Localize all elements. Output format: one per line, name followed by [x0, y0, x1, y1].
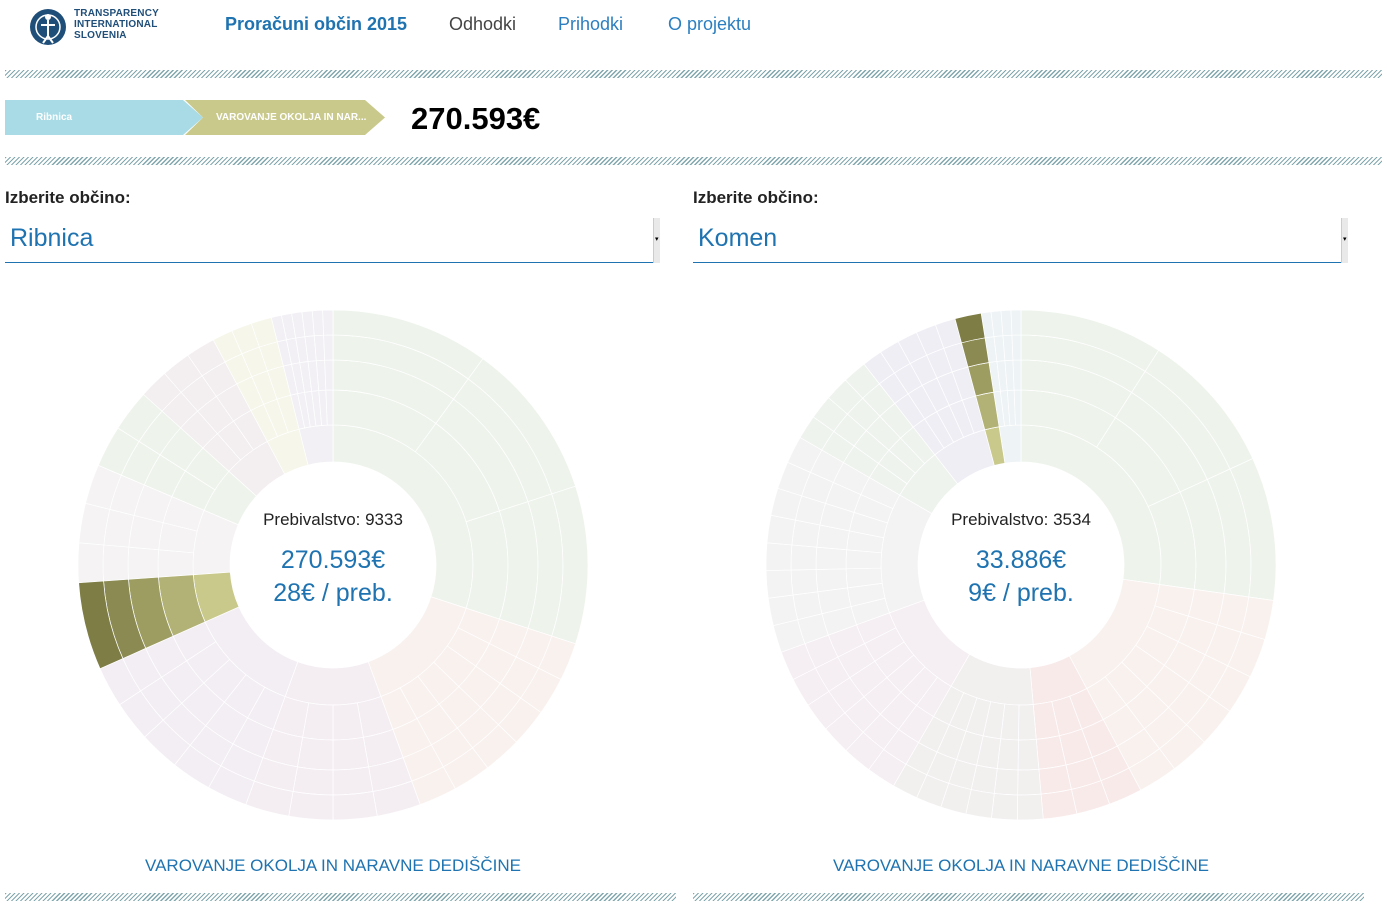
sunburst-segment-selected[interactable] [954, 312, 986, 344]
sunburst-segment[interactable] [127, 546, 160, 580]
nav-brand[interactable]: Proračuni občin 2015 [225, 14, 408, 34]
transparency-globe-icon [30, 9, 66, 45]
per-capita-right: 9€ / preb. [968, 579, 1074, 607]
sunburst-segment[interactable] [1017, 738, 1040, 771]
select-label-right: Izberite občino: [693, 188, 819, 207]
breadcrumb-total: 270.593€ [411, 101, 541, 136]
breadcrumb-item-municipality[interactable]: Ribnica [5, 100, 203, 135]
sunburst-segment[interactable] [157, 549, 194, 578]
amount-left: 270.593€ [280, 546, 386, 574]
sunburst-segment[interactable] [790, 544, 818, 571]
sunburst-segment[interactable] [102, 544, 130, 582]
population-right: Prebivalstvo: 3534 [951, 510, 1091, 529]
per-capita-left: 28€ / preb. [273, 579, 393, 607]
select-label-left: Izberite občino: [5, 188, 131, 207]
select-value-right: Komen [698, 224, 778, 252]
sunburst-segment[interactable] [1018, 704, 1037, 741]
breadcrumb-item-category[interactable]: VAROVANJE OKOLJA IN NAR... [185, 100, 385, 135]
dropdown-arrow-icon[interactable]: ▾ [653, 218, 660, 263]
category-label-right: VAROVANJE OKOLJA IN NARAVNE DEDIŠČINE [833, 856, 1209, 875]
municipality-select-right[interactable]: Komen ▾ [693, 218, 1348, 263]
sunburst-segment[interactable] [991, 793, 1019, 821]
nav-o-projektu[interactable]: O projektu [668, 14, 752, 34]
nav-prihodki[interactable]: Prihodki [558, 14, 624, 34]
sunburst-segment[interactable] [292, 766, 334, 796]
dropdown-arrow-icon[interactable]: ▾ [1341, 218, 1348, 263]
sunburst-right-center[interactable] [918, 462, 1124, 668]
sunburst-left[interactable]: Prebivalstvo: 9333 270.593€ 28€ / preb. [77, 309, 589, 821]
sunburst-segment[interactable] [288, 791, 334, 821]
nav-odhodki[interactable]: Odhodki [449, 14, 517, 34]
sunburst-segment[interactable] [325, 389, 334, 426]
sunburst-segment[interactable] [324, 359, 334, 391]
sunburst-segment[interactable] [1011, 334, 1022, 361]
sunburst-left-svg[interactable]: Prebivalstvo: 9333 270.593€ 28€ / preb. [77, 309, 589, 821]
sunburst-segment[interactable] [766, 514, 796, 546]
amount-right: 33.886€ [975, 546, 1067, 574]
sunburst-segment[interactable] [1002, 334, 1014, 362]
sunburst-segment[interactable] [1040, 788, 1078, 820]
divider-top [5, 70, 1382, 78]
sunburst-right-svg[interactable]: Prebivalstvo: 3534 33.886€ 9€ / preb. [765, 309, 1277, 821]
sunburst-segment[interactable] [332, 766, 374, 796]
sunburst-segment[interactable] [284, 661, 382, 706]
sunburst-segment[interactable] [296, 736, 334, 771]
sunburst-segment[interactable] [1017, 768, 1042, 796]
sunburst-segment[interactable] [332, 736, 370, 771]
municipality-select-left[interactable]: Ribnica ▾ [5, 218, 660, 263]
sunburst-segment[interactable] [332, 791, 378, 821]
category-label-left: VAROVANJE OKOLJA IN NARAVNE DEDIŠČINE [145, 856, 521, 875]
sunburst-segment[interactable] [1013, 389, 1022, 426]
sunburst-segment[interactable] [323, 334, 334, 361]
select-value-left: Ribnica [10, 224, 94, 252]
sunburst-segment[interactable] [313, 334, 326, 362]
sunburst-segment[interactable] [322, 309, 334, 336]
sunburst-right[interactable]: Prebivalstvo: 3534 33.886€ 9€ / preb. [765, 309, 1277, 821]
sunburst-segment[interactable] [790, 569, 819, 596]
sunburst-segment[interactable] [1000, 309, 1013, 337]
logo[interactable]: TRANSPARENCY INTERNATIONAL SLOVENIA [28, 6, 178, 48]
sunburst-segment[interactable] [815, 546, 848, 570]
divider-middle [5, 157, 1382, 165]
population-left: Prebivalstvo: 9333 [263, 510, 403, 529]
sunburst-segment[interactable] [765, 542, 793, 571]
divider-bottom-right [693, 893, 1364, 901]
sunburst-segment[interactable] [765, 569, 794, 599]
sunburst-segment[interactable] [1012, 359, 1022, 391]
sunburst-segment[interactable] [77, 542, 105, 584]
sunburst-segment[interactable] [1016, 793, 1044, 821]
logo-line-1: TRANSPARENCY [74, 8, 159, 19]
divider-bottom-left [5, 893, 676, 901]
sunburst-segment[interactable] [1038, 764, 1072, 795]
sunburst-segment[interactable] [815, 568, 848, 593]
sunburst-segment[interactable] [311, 309, 324, 337]
logo-line-3: SLOVENIA [74, 30, 127, 41]
sunburst-segment[interactable] [1010, 309, 1022, 336]
sunburst-segment[interactable] [767, 594, 799, 627]
sunburst-segment[interactable] [993, 768, 1019, 796]
sunburst-segment-selected[interactable] [78, 580, 124, 670]
sunburst-left-center[interactable] [230, 462, 436, 668]
logo-line-2: INTERNATIONAL [74, 19, 158, 30]
